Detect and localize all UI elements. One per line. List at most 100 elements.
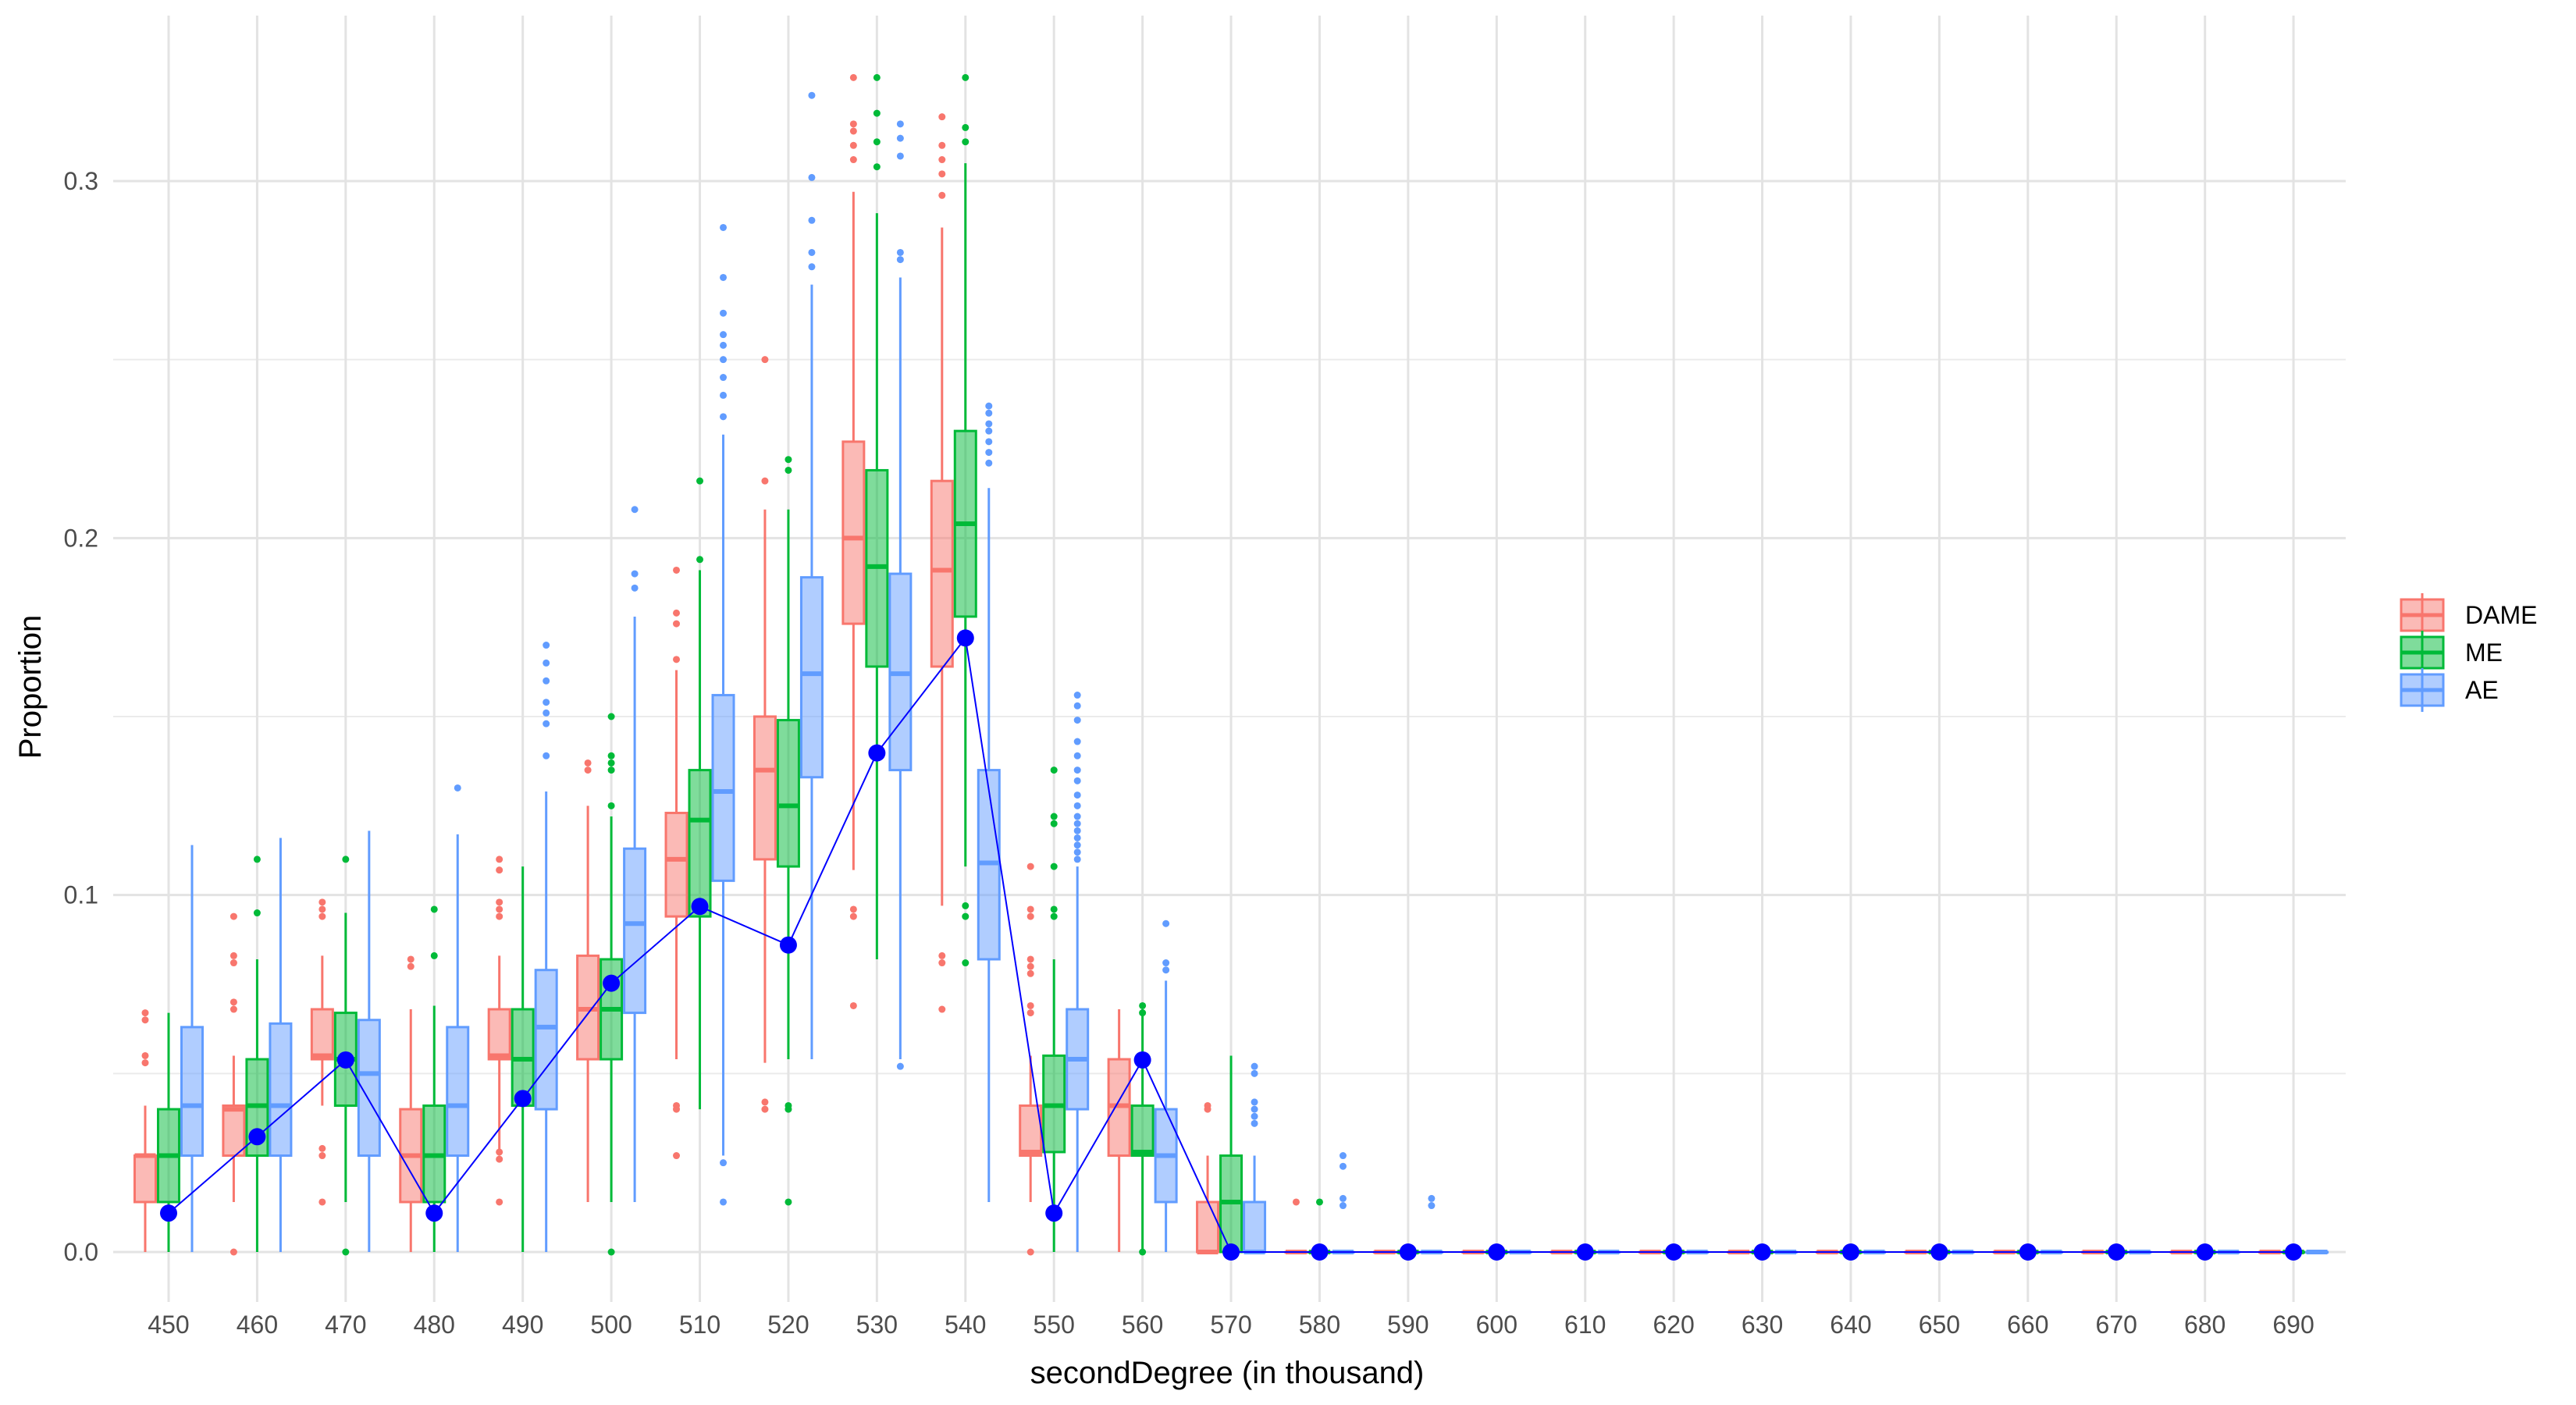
outlier-point [962, 959, 970, 967]
outlier-point [896, 248, 904, 256]
box-body [623, 847, 647, 1015]
box-ae [2305, 1250, 2329, 1254]
outlier-point [1139, 1009, 1147, 1017]
outlier-point [1339, 1194, 1347, 1202]
outlier-point [407, 962, 415, 970]
outlier-point [496, 855, 503, 863]
x-tick-label: 500 [590, 1311, 632, 1339]
outlier-point [1073, 827, 1081, 834]
outlier-point [141, 1016, 149, 1024]
outlier-point [1026, 1248, 1034, 1256]
reference-point [2196, 1243, 2214, 1261]
outlier-point [873, 109, 881, 117]
outlier-point [229, 951, 237, 959]
outlier-point [1073, 813, 1081, 820]
outlier-point [229, 912, 237, 920]
box-dame [133, 1009, 157, 1252]
outlier-point [543, 709, 550, 717]
reference-point [1399, 1243, 1417, 1261]
outlier-point [1428, 1202, 1436, 1210]
reference-point [603, 974, 621, 992]
outlier-point [720, 331, 728, 339]
outlier-point [896, 256, 904, 264]
box-body [1130, 1104, 1155, 1158]
box-ae [799, 91, 824, 1060]
outlier-point [1026, 962, 1034, 970]
outlier-point [1073, 752, 1081, 759]
outlier-point [808, 248, 816, 256]
outlier-point [696, 477, 704, 485]
outlier-point [673, 1101, 681, 1109]
outlier-point [1339, 1152, 1347, 1160]
outlier-point [1073, 738, 1081, 745]
outlier-point [720, 1159, 728, 1167]
reference-point [1665, 1243, 1683, 1261]
outlier-point [141, 1009, 149, 1017]
outlier-point [720, 374, 728, 382]
reference-point [779, 936, 797, 954]
box-ae [888, 120, 913, 1070]
outlier-point [849, 120, 857, 128]
outlier-point [808, 216, 816, 224]
x-tick-labels: 450 460 470 480 490 500 510 520 530 540 550 560 570 5… [148, 1311, 2314, 1339]
outlier-point [785, 456, 792, 464]
outlier-point [1251, 1105, 1258, 1113]
outlier-point [496, 866, 503, 874]
reference-point [1488, 1243, 1506, 1261]
outlier-point [873, 73, 881, 81]
x-tick-label: 590 [1387, 1311, 1429, 1339]
outlier-point [1251, 1112, 1258, 1120]
x-tick-label: 450 [148, 1311, 189, 1339]
outlier-point [1073, 841, 1081, 849]
outlier-point [229, 959, 237, 967]
x-tick-label: 550 [1034, 1311, 1075, 1339]
reference-point [248, 1128, 266, 1146]
outlier-point [962, 912, 970, 920]
outlier-point [673, 609, 681, 617]
outlier-point [631, 584, 639, 592]
outlier-point [631, 506, 639, 514]
x-tick-label: 570 [1210, 1311, 1251, 1339]
outlier-point [496, 898, 503, 906]
box-body [664, 811, 688, 918]
outlier-point [938, 959, 946, 967]
outlier-point [673, 620, 681, 628]
outlier-point [1073, 777, 1081, 784]
outlier-point [607, 767, 615, 774]
reference-point [160, 1204, 177, 1222]
box-me [776, 456, 800, 1206]
reference-point [1930, 1243, 1948, 1261]
outlier-point [985, 459, 993, 467]
outlier-point [318, 912, 326, 920]
outlier-point [873, 163, 881, 171]
box-dame [1196, 1101, 1220, 1254]
reference-point [1841, 1243, 1859, 1261]
box-me [600, 713, 624, 1256]
outlier-point [785, 1198, 792, 1206]
box-me [953, 73, 977, 967]
outlier-point [1339, 1202, 1347, 1210]
outlier-point [543, 677, 550, 685]
box-body [776, 719, 800, 868]
box-dame [399, 955, 423, 1252]
box-body [133, 1154, 157, 1204]
box-dame [1107, 1009, 1131, 1252]
outlier-point [761, 356, 769, 364]
outlier-point [673, 656, 681, 663]
outlier-point [962, 123, 970, 131]
outlier-point [985, 402, 993, 410]
x-tick-label: 670 [2096, 1311, 2137, 1339]
outlier-point [496, 1198, 503, 1206]
reference-point [1045, 1204, 1063, 1222]
box-ae [1154, 919, 1178, 1252]
x-tick-label: 480 [414, 1311, 455, 1339]
outlier-point [938, 191, 946, 199]
outlier-point [873, 138, 881, 146]
outlier-point [938, 156, 946, 164]
outlier-point [607, 802, 615, 809]
outlier-point [1073, 767, 1081, 774]
legend-item-dame: DAME [2400, 593, 2537, 637]
outlier-point [1026, 1001, 1034, 1009]
outlier-point [962, 902, 970, 909]
